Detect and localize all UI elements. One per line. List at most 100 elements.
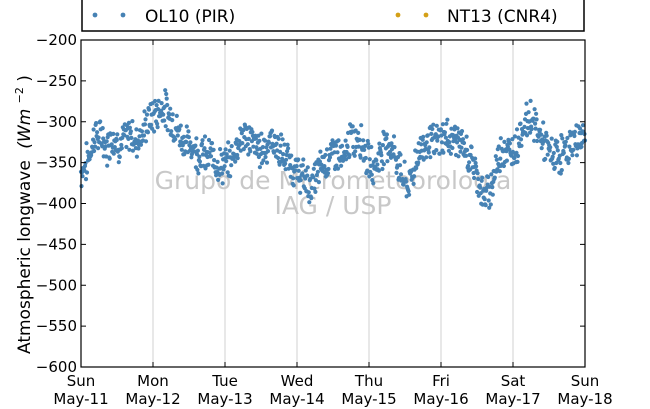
data-point-0 — [126, 120, 131, 125]
data-point-0 — [375, 162, 380, 167]
data-point-0 — [560, 136, 565, 141]
data-point-0 — [497, 169, 502, 174]
data-point-0 — [439, 140, 444, 145]
data-point-0 — [286, 146, 291, 151]
data-point-0 — [473, 156, 478, 161]
data-point-0 — [170, 118, 175, 123]
data-point-0 — [87, 157, 92, 162]
data-point-0 — [193, 143, 198, 148]
data-point-0 — [336, 138, 341, 143]
data-point-0 — [528, 98, 533, 103]
data-point-0 — [391, 134, 397, 139]
data-point-0 — [482, 197, 487, 202]
legend-marker-ol10-2 — [120, 12, 126, 18]
data-point-0 — [548, 145, 553, 150]
data-point-0 — [512, 134, 518, 139]
legend-label-nt13: NT13 (CNR4) — [447, 7, 558, 27]
data-point-0 — [164, 91, 169, 97]
data-point-0 — [545, 152, 550, 157]
data-point-0 — [487, 205, 492, 210]
data-point-0 — [271, 150, 277, 155]
data-point-0 — [174, 113, 179, 118]
data-point-0 — [241, 128, 246, 133]
x-tick-label-date: May-15 — [341, 390, 396, 408]
data-point-0 — [518, 137, 524, 142]
data-point-0 — [195, 167, 200, 172]
data-point-0 — [138, 142, 144, 147]
data-point-0 — [92, 148, 97, 154]
data-point-0 — [438, 127, 443, 132]
data-point-0 — [139, 129, 145, 134]
data-point-0 — [437, 151, 442, 156]
data-point-0 — [440, 122, 445, 127]
data-point-0 — [305, 173, 310, 178]
data-point-0 — [467, 160, 472, 165]
data-point-0 — [363, 143, 368, 148]
data-point-0 — [175, 133, 180, 138]
data-point-0 — [281, 152, 286, 157]
data-point-0 — [480, 175, 485, 180]
data-point-0 — [577, 126, 583, 131]
data-point-0 — [215, 159, 220, 164]
data-point-0 — [333, 143, 339, 148]
data-point-0 — [269, 128, 275, 133]
data-point-0 — [352, 153, 357, 158]
data-point-0 — [369, 172, 374, 177]
data-point-0 — [379, 153, 384, 158]
data-point-0 — [246, 136, 251, 141]
data-point-0 — [396, 175, 402, 180]
data-point-0 — [429, 131, 434, 136]
data-point-0 — [192, 149, 197, 154]
data-point-0 — [105, 163, 110, 168]
data-point-0 — [206, 162, 211, 167]
data-point-0 — [163, 124, 168, 129]
data-point-0 — [563, 139, 568, 144]
data-point-0 — [119, 142, 124, 148]
x-tick-label-day: Mon — [137, 372, 169, 390]
data-point-0 — [167, 112, 172, 117]
data-point-0 — [127, 125, 132, 130]
data-point-0 — [570, 153, 575, 158]
data-point-0 — [279, 132, 284, 137]
data-point-0 — [469, 145, 474, 150]
data-point-0 — [472, 175, 477, 181]
data-point-0 — [522, 124, 527, 129]
data-point-0 — [424, 155, 429, 160]
data-point-0 — [471, 170, 476, 176]
data-point-0 — [572, 133, 577, 139]
data-point-0 — [315, 169, 320, 174]
data-point-0 — [221, 167, 226, 172]
data-point-0 — [256, 133, 261, 138]
data-point-0 — [156, 98, 161, 103]
data-point-0 — [168, 106, 173, 111]
data-point-0 — [283, 161, 288, 166]
data-point-0 — [357, 137, 362, 142]
data-point-0 — [345, 144, 350, 149]
data-point-0 — [211, 147, 216, 152]
data-point-0 — [177, 143, 182, 148]
data-point-0 — [459, 145, 464, 150]
data-point-0 — [313, 189, 318, 194]
data-point-0 — [532, 107, 537, 112]
data-point-0 — [443, 135, 448, 140]
data-point-0 — [441, 150, 446, 155]
data-point-0 — [534, 111, 539, 116]
data-point-0 — [305, 165, 310, 170]
data-point-0 — [134, 127, 139, 132]
data-point-0 — [381, 162, 386, 167]
data-point-0 — [100, 126, 105, 131]
data-point-0 — [208, 154, 214, 159]
y-tick-label: −400 — [36, 195, 77, 213]
data-point-0 — [296, 157, 301, 162]
data-point-0 — [554, 160, 559, 166]
data-point-0 — [104, 139, 109, 144]
data-point-0 — [318, 149, 323, 154]
data-point-0 — [122, 133, 127, 138]
data-point-0 — [227, 148, 232, 153]
data-point-0 — [323, 152, 328, 158]
y-axis-label-exp: −2 — [13, 87, 26, 103]
data-point-0 — [424, 140, 429, 145]
data-point-0 — [96, 135, 101, 140]
data-point-0 — [218, 147, 223, 152]
